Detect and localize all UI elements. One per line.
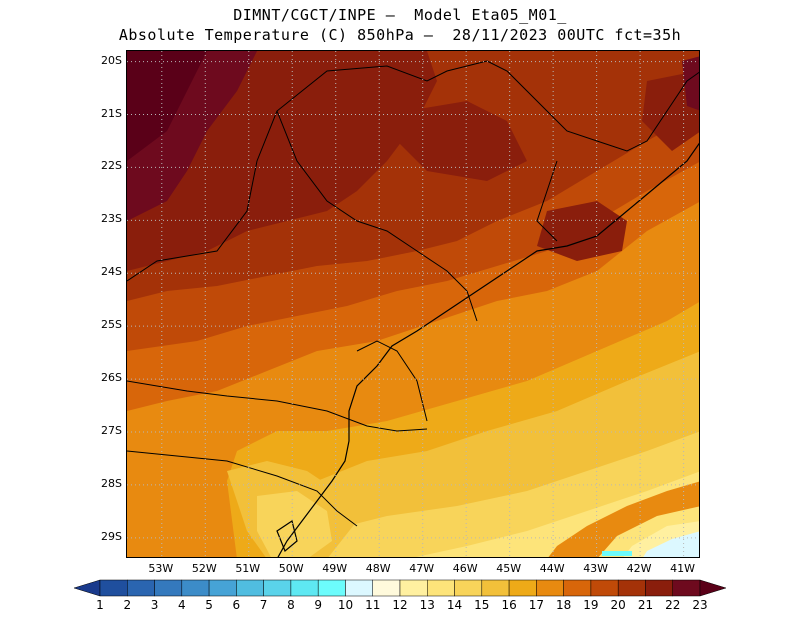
colorbar-tick-label: 18 — [555, 598, 572, 612]
lon-tick-label: 46W — [452, 562, 478, 575]
field-core-minas — [397, 101, 527, 181]
lat-tick-label: 20S — [101, 53, 122, 67]
colorbar-arrow-low — [73, 579, 101, 597]
lon-tick-label: 50W — [278, 562, 304, 575]
colorbar-segment — [508, 579, 537, 597]
lat-tick-label: 28S — [101, 476, 122, 490]
colorbar-segment — [481, 579, 510, 597]
lon-tick-label: 51W — [235, 562, 261, 575]
field-band-11 — [643, 531, 699, 557]
lat-tick-label: 24S — [101, 265, 122, 279]
colorbar-segment — [399, 579, 428, 597]
title-line-1: DIMNT/CGCT/INPE – Model Eta05_M01_ — [233, 6, 567, 24]
colorbar-tick-label: 22 — [665, 598, 681, 612]
field-band-14-sw — [257, 491, 332, 557]
grid-lines — [127, 51, 699, 557]
borders — [127, 60, 699, 527]
lon-tick-label: 53W — [148, 562, 174, 575]
lon-tick-label: 44W — [539, 562, 565, 575]
colorbar-tick-label: 4 — [177, 598, 186, 612]
colorbar-segment — [672, 579, 701, 597]
lat-tick-label: 29S — [101, 529, 122, 543]
lat-tick-label: 22S — [101, 159, 122, 173]
coastline — [276, 142, 699, 557]
colorbar-segment — [454, 579, 483, 597]
colorbar — [73, 579, 727, 597]
colorbar-tick-label: 17 — [528, 598, 544, 612]
colorbar-tick-label: 1 — [96, 598, 104, 612]
colorbar-tick-label: 21 — [637, 598, 654, 612]
colorbar-tick-label: 9 — [314, 598, 322, 612]
colorbar-segment — [563, 579, 592, 597]
colorbar-tick-label: 16 — [501, 598, 517, 612]
lat-tick-label: 23S — [101, 212, 122, 226]
colorbar-tick-label: 7 — [259, 598, 268, 612]
colorbar-tick-label: 13 — [419, 598, 435, 612]
colorbar-segment — [645, 579, 673, 597]
lon-tick-label: 48W — [365, 562, 391, 575]
lon-tick-label: 49W — [322, 562, 348, 575]
temperature-map — [126, 50, 700, 558]
colorbar-tick-label: 5 — [205, 598, 213, 612]
field-core-east — [642, 71, 699, 151]
title-line-2: Absolute Temperature (C) 850hPa – 28/11/… — [118, 26, 682, 44]
field-band-10 — [602, 551, 632, 556]
colorbar-tick-label: 3 — [150, 598, 159, 612]
colorbar-segment — [536, 579, 564, 597]
lat-tick-label: 26S — [101, 371, 122, 385]
colorbar-segment — [99, 579, 128, 597]
colorbar-segment — [290, 579, 319, 597]
colorbar-segment — [208, 579, 237, 597]
colorbar-segment — [590, 579, 619, 597]
colorbar-tick-label: 23 — [692, 598, 708, 612]
lon-tick-label: 47W — [409, 562, 435, 575]
colorbar-segment — [617, 579, 646, 597]
lon-tick-label: 52W — [191, 562, 217, 575]
lat-tick-label: 27S — [101, 424, 122, 437]
colorbar-segment — [127, 579, 155, 597]
lon-tick-label: 45W — [496, 562, 522, 575]
lat-tick-label: 25S — [101, 318, 122, 332]
colorbar-segment — [263, 579, 292, 597]
map-canvas — [127, 51, 699, 557]
colorbar-segment — [345, 579, 373, 597]
colorbar-tick-label: 2 — [123, 598, 132, 612]
colorbar-segment — [154, 579, 183, 597]
colorbar-segment — [317, 579, 346, 597]
colorbar-tick-label: 6 — [232, 598, 241, 612]
colorbar-tick-label: 8 — [287, 598, 295, 612]
field-band-23 — [127, 51, 207, 161]
colorbar-tick-label: 14 — [446, 598, 463, 612]
colorbar-segment — [236, 579, 264, 597]
lat-tick-label: 21S — [101, 106, 122, 120]
colorbar-arrow-high — [699, 579, 727, 597]
field-core-east-hot — [682, 56, 699, 111]
lon-tick-label: 43W — [583, 562, 609, 575]
colorbar-tick-label: 11 — [365, 598, 381, 612]
colorbar-tick-label: 19 — [583, 598, 599, 612]
field-core-rio — [537, 201, 627, 261]
colorbar-segment — [181, 579, 210, 597]
colorbar-tick-label: 20 — [610, 598, 626, 612]
lon-tick-label: 41W — [670, 562, 696, 575]
lon-tick-label: 42W — [626, 562, 652, 575]
colorbar-tick-label: 12 — [392, 598, 408, 612]
colorbar-tick-label: 15 — [474, 598, 490, 612]
colorbar-segment — [427, 579, 455, 597]
colorbar-tick-label: 10 — [337, 598, 354, 612]
colorbar-segment — [372, 579, 401, 597]
